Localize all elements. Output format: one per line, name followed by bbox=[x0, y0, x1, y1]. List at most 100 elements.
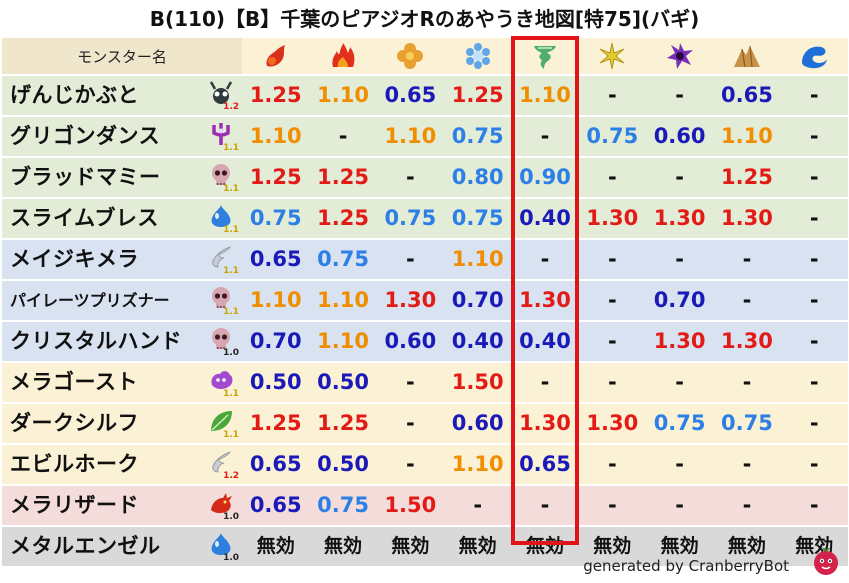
monster-name-cell: ブラッドマミー 1.1 bbox=[2, 157, 243, 199]
resistance-value-cell: 0.40 bbox=[511, 321, 579, 363]
resistance-value-cell: 1.10 bbox=[444, 239, 512, 281]
resistance-value-cell: 1.25 bbox=[309, 157, 377, 199]
slime-monster-icon bbox=[208, 203, 234, 229]
light-burst-element-icon bbox=[578, 38, 646, 76]
monster-name-cell: メラゴースト 1.1 bbox=[2, 362, 243, 404]
resistance-value-cell: 1.25 bbox=[242, 157, 310, 199]
table-row: グリゴンダンス 1.1 1.10-1.10 0.75-0.75 0.60 1.10- bbox=[2, 116, 848, 158]
resistance-value-cell: - bbox=[645, 362, 714, 404]
resistance-value-cell: 無効 bbox=[578, 526, 646, 568]
resistance-value-cell: 0.75 bbox=[309, 485, 377, 527]
wind-tornado-element-icon bbox=[511, 38, 579, 76]
resistance-value-cell: 1.10 bbox=[713, 116, 781, 158]
leaf-monster-icon bbox=[208, 408, 234, 434]
resistance-value-cell: - bbox=[645, 485, 714, 527]
resistance-value-cell: 1.25 bbox=[713, 157, 781, 199]
earth-rock-element-icon bbox=[713, 38, 781, 76]
resistance-value-cell: - bbox=[780, 239, 848, 281]
resistance-value-cell: 無効 bbox=[242, 526, 310, 568]
resistance-value-cell: - bbox=[578, 321, 646, 363]
resistance-value-cell: 0.40 bbox=[511, 198, 579, 240]
monster-name-cell: メイジキメラ 1.1 bbox=[2, 239, 243, 281]
resistance-value-cell: 0.40 bbox=[444, 321, 512, 363]
wing-monster-icon bbox=[208, 449, 234, 475]
resistance-value-cell: 1.10 bbox=[309, 321, 377, 363]
resistance-value-cell: - bbox=[780, 280, 848, 322]
monster-grade: 1.2 bbox=[223, 471, 240, 481]
resistance-value-cell: - bbox=[780, 444, 848, 486]
resistance-value-cell: 0.75 bbox=[309, 239, 377, 281]
monster-grade: 1.1 bbox=[223, 389, 240, 399]
monster-name-cell: メラリザード 1.0 bbox=[2, 485, 243, 527]
resistance-value-cell: - bbox=[376, 403, 445, 445]
resistance-value-cell: 1.30 bbox=[713, 198, 781, 240]
resistance-value-cell: 無効 bbox=[645, 526, 714, 568]
resistance-value-cell: 1.30 bbox=[645, 198, 714, 240]
resistance-value-cell: - bbox=[645, 239, 714, 281]
resistance-value-cell: 0.60 bbox=[645, 116, 714, 158]
monster-name: グリゴンダンス bbox=[10, 124, 161, 148]
wing-monster-icon bbox=[208, 244, 234, 270]
fire-large-element-icon bbox=[309, 38, 377, 76]
monster-grade: 1.0 bbox=[223, 348, 240, 358]
monster-grade: 1.1 bbox=[223, 184, 240, 194]
resistance-value-cell: 1.25 bbox=[309, 403, 377, 445]
resistance-value-cell: 1.10 bbox=[242, 116, 310, 158]
page-title: B(110)【B】千葉のピアジオRのあやうき地図[特75](バギ) bbox=[149, 7, 700, 31]
resistance-value-cell: 0.75 bbox=[578, 116, 646, 158]
monster-grade: 1.1 bbox=[223, 430, 240, 440]
monster-grade: 1.1 bbox=[223, 225, 240, 235]
monster-name: パイレーツプリズナー bbox=[10, 291, 170, 310]
resistance-value-cell: 1.25 bbox=[309, 198, 377, 240]
skull-monster-icon bbox=[208, 326, 234, 352]
resistance-value-cell: 0.75 bbox=[444, 116, 512, 158]
resistance-value-cell: - bbox=[511, 116, 579, 158]
resistance-value-cell: - bbox=[713, 444, 781, 486]
resistance-value-cell: - bbox=[780, 362, 848, 404]
resistance-value-cell: - bbox=[780, 157, 848, 199]
resistance-value-cell: - bbox=[780, 485, 848, 527]
monster-name: ブラッドマミー bbox=[10, 165, 161, 189]
table-row: ダークシルフ 1.1 1.25 1.25-0.60 1.30 1.30 0.75 0.75- bbox=[2, 403, 848, 445]
slime-monster-icon bbox=[208, 531, 234, 557]
monster-grade: 1.1 bbox=[223, 307, 240, 317]
monster-name-cell: グリゴンダンス 1.1 bbox=[2, 116, 243, 158]
table-row: げんじかぶと 1.2 1.25 1.10 0.65 1.25 1.10- -0.65- bbox=[2, 75, 848, 117]
resistance-value-cell: - bbox=[309, 116, 377, 158]
resistance-value-cell: 0.60 bbox=[376, 321, 445, 363]
resistance-value-cell: 0.75 bbox=[444, 198, 512, 240]
resistance-value-cell: 0.50 bbox=[309, 444, 377, 486]
resistance-value-cell: 1.10 bbox=[444, 444, 512, 486]
resistance-value-cell: 1.10 bbox=[309, 280, 377, 322]
resistance-value-cell: - bbox=[511, 485, 579, 527]
monster-name: メラリザード bbox=[10, 493, 139, 517]
skull-monster-icon bbox=[208, 285, 234, 311]
table-row: パイレーツプリズナー 1.1 1.10 1.10 1.30 0.70 1.30-0.70- - bbox=[2, 280, 848, 322]
resistance-value-cell: 無効 bbox=[444, 526, 512, 568]
monster-name: げんじかぶと bbox=[10, 83, 139, 107]
monster-grade: 1.0 bbox=[223, 553, 240, 563]
resistance-value-cell: - bbox=[444, 485, 512, 527]
resistance-value-cell: - bbox=[645, 157, 714, 199]
resistance-value-cell: 0.75 bbox=[713, 403, 781, 445]
monster-name-cell: メタルエンゼル 1.0 bbox=[2, 526, 243, 568]
resistance-value-cell: 0.75 bbox=[376, 198, 445, 240]
resistance-value-cell: - bbox=[780, 321, 848, 363]
trident-monster-icon bbox=[208, 121, 234, 147]
resistance-value-cell: 0.65 bbox=[242, 485, 310, 527]
resistance-value-cell: - bbox=[578, 239, 646, 281]
monster-name-cell: パイレーツプリズナー 1.1 bbox=[2, 280, 243, 322]
resistance-value-cell: 0.65 bbox=[511, 444, 579, 486]
footer-credit: generated by CranberryBot bbox=[583, 557, 789, 575]
resistance-value-cell: 0.65 bbox=[242, 239, 310, 281]
table-row: ブラッドマミー 1.1 1.25 1.25-0.80 0.90- -1.25- bbox=[2, 157, 848, 199]
resistance-value-cell: 1.10 bbox=[511, 75, 579, 117]
monster-name-header: モンスター名 bbox=[2, 38, 243, 76]
resistance-value-cell: 0.65 bbox=[242, 444, 310, 486]
resistance-value-cell: - bbox=[713, 239, 781, 281]
resistance-value-cell: 1.30 bbox=[578, 198, 646, 240]
cranberry-bot-avatar-icon bbox=[812, 547, 840, 576]
header-row: モンスター名 bbox=[2, 38, 848, 76]
resistance-value-cell: - bbox=[578, 362, 646, 404]
table-row: エビルホーク 1.2 0.65 0.50-1.10 0.65- - - - bbox=[2, 444, 848, 486]
